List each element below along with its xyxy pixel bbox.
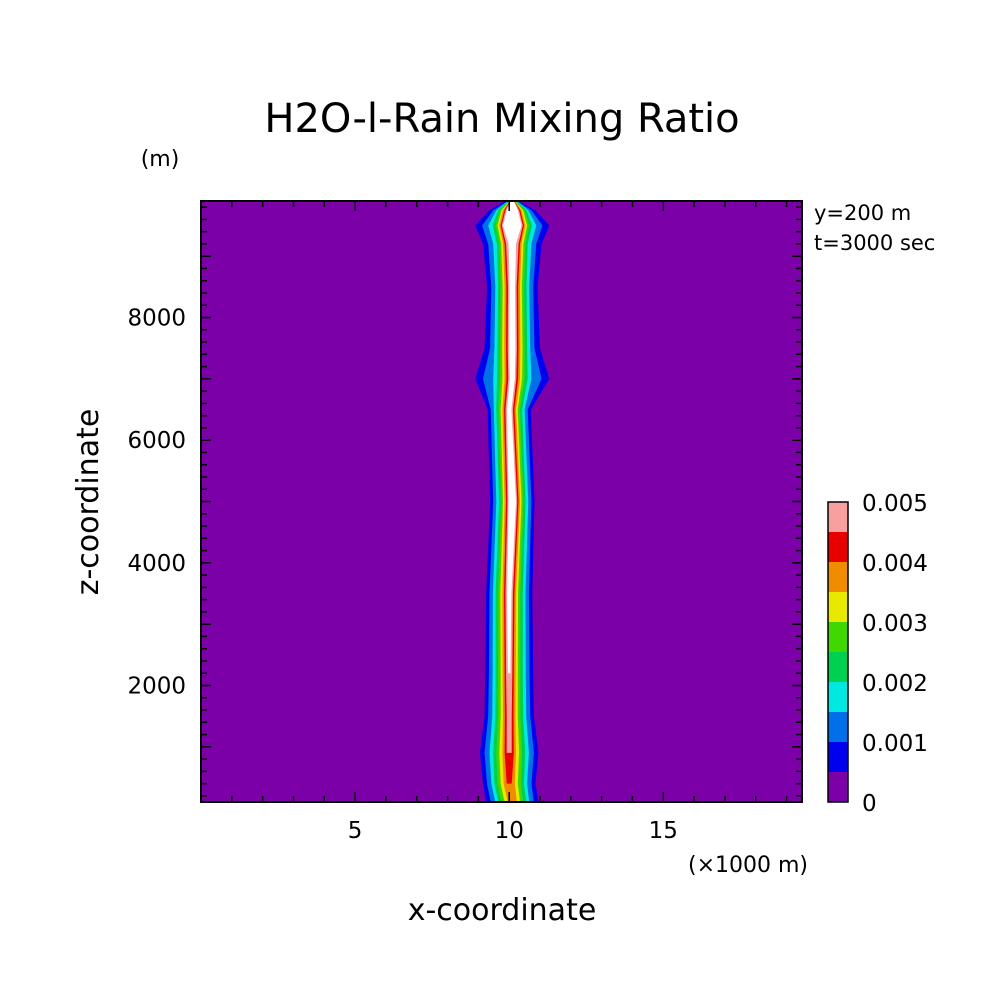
colorbar-tick-label: 0 xyxy=(862,791,877,817)
colorbar-frame xyxy=(827,501,849,803)
contour-level-10 xyxy=(503,201,522,674)
x-tick-label: 10 xyxy=(495,818,524,844)
y-tick-label: 6000 xyxy=(127,428,186,454)
annotation-t: t=3000 sec xyxy=(814,231,935,255)
colorbar-tick-label: 0.005 xyxy=(862,491,928,517)
y-axis: 2000 4000 6000 8000 xyxy=(127,206,802,797)
x-axis-label: x-coordinate xyxy=(408,893,597,928)
plot-area xyxy=(201,201,802,802)
y-unit-label: (m) xyxy=(141,147,180,172)
y-tick-label: 2000 xyxy=(127,673,186,699)
chart-title: H2O-l-Rain Mixing Ratio xyxy=(264,96,739,142)
colorbar-band xyxy=(828,742,848,772)
colorbar-band xyxy=(828,592,848,622)
colorbar-tick-label: 0.001 xyxy=(862,731,928,757)
colorbar-band xyxy=(828,532,848,562)
x-unit-label: (×1000 m) xyxy=(688,853,808,878)
x-axis: 5 10 15 xyxy=(231,201,788,844)
x-tick-label: 15 xyxy=(649,818,678,844)
y-axis-label: z-coordinate xyxy=(71,409,106,596)
colorbar-tick-label: 0.002 xyxy=(862,671,928,697)
y-tick-label: 4000 xyxy=(127,551,186,577)
y-tick-label: 8000 xyxy=(127,306,186,332)
annotation-y: y=200 m xyxy=(814,201,911,225)
colorbar-band xyxy=(828,712,848,742)
colorbar-tick-label: 0.004 xyxy=(862,551,928,577)
x-tick-label: 5 xyxy=(348,818,363,844)
colorbar-tick-label: 0.003 xyxy=(862,611,928,637)
colorbar-band xyxy=(828,772,848,802)
colorbar-band xyxy=(828,562,848,592)
colorbar-band xyxy=(828,682,848,712)
colorbar-band xyxy=(828,622,848,652)
colorbar-band xyxy=(828,502,848,532)
colorbar-band xyxy=(828,652,848,682)
colorbar: 0 0.001 0.002 0.003 0.004 0.005 xyxy=(827,491,928,817)
